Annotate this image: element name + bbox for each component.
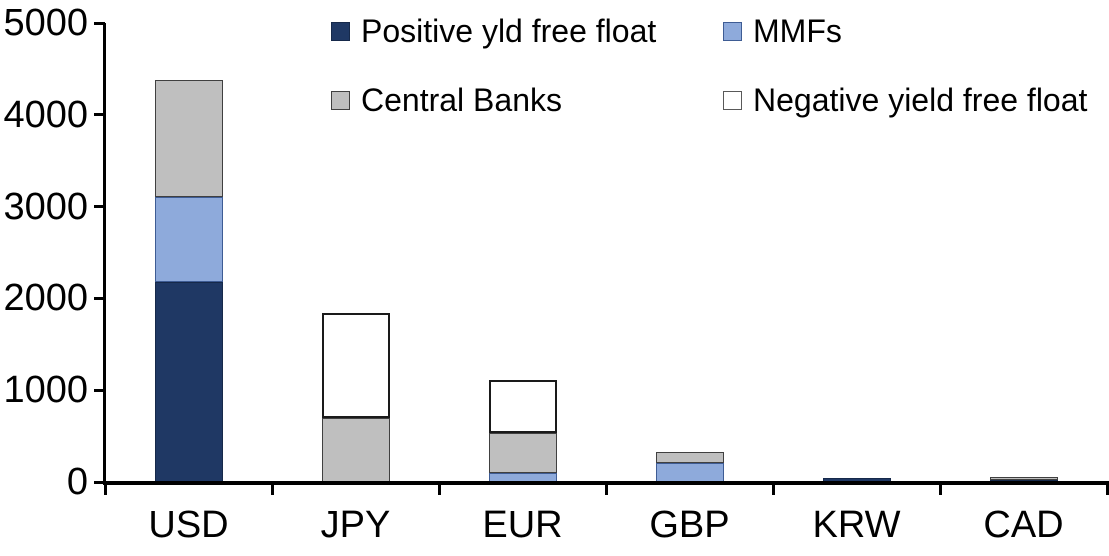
legend-label: MMFs [753, 13, 842, 49]
x-axis-category-label: CAD [983, 504, 1064, 546]
bar-segment-central-banks [154, 79, 223, 198]
legend-item-negative-yield-free-float: Negative yield free float [723, 82, 1088, 118]
legend-label: Positive yld free float [361, 13, 657, 49]
bar-segment-central-banks [488, 432, 557, 474]
legend-label: Central Banks [361, 82, 562, 118]
legend-swatch-mmfs-icon [723, 21, 742, 41]
bar-segment-central-banks [989, 476, 1058, 480]
y-axis-tick [94, 205, 105, 209]
y-axis-tick-label: 4000 [3, 93, 88, 136]
x-axis-category-label: KRW [812, 504, 901, 546]
y-axis-tick-label: 5000 [3, 2, 88, 44]
x-axis-tick [604, 484, 608, 495]
x-axis-tick [437, 484, 441, 495]
bar-segment-central-banks [655, 451, 724, 463]
bar-segment-negative-yield-free-float [321, 313, 390, 418]
x-axis-tick [771, 484, 775, 495]
legend-item-mmfs: MMFs [723, 13, 842, 49]
y-axis-tick-label: 2000 [3, 277, 88, 320]
bar-segment-mmfs [154, 197, 223, 282]
y-axis-tick-label: 1000 [3, 369, 88, 412]
x-axis-tick [938, 484, 942, 495]
bar-segment-negative-yield-free-float [488, 380, 557, 433]
x-axis-category-label: EUR [482, 504, 563, 546]
y-axis-tick [94, 480, 105, 484]
legend-swatch-central-banks-icon [331, 90, 350, 110]
y-axis-tick [94, 296, 105, 300]
legend-item-central-banks: Central Banks [331, 82, 562, 118]
legend-label: Negative yield free float [753, 82, 1088, 118]
x-axis-line [103, 481, 1109, 485]
y-axis-tick [94, 113, 105, 117]
bar-segment-positive-yld-free-float [154, 281, 223, 482]
bar-segment-central-banks [321, 417, 390, 482]
bar-segment-mmfs [655, 462, 724, 482]
y-axis-tick-label: 3000 [3, 185, 88, 228]
y-axis-tick-label: 0 [66, 461, 88, 503]
chart-legend: Positive yld free float MMFs Central Banks… [0, 0, 1109, 130]
x-axis-tick [103, 484, 107, 495]
legend-swatch-negative-yield-free-float-icon [723, 90, 742, 110]
x-axis-category-label: USD [148, 504, 229, 546]
y-axis-tick [94, 388, 105, 392]
x-axis-tick [270, 484, 274, 495]
legend-item-positive-yld-free-float: Positive yld free float [331, 13, 657, 49]
y-axis-tick [94, 21, 105, 25]
legend-swatch-positive-yld-free-float-icon [331, 21, 350, 41]
x-axis-category-label: GBP [649, 504, 730, 546]
y-axis-line [103, 23, 106, 485]
x-axis-tick [1105, 484, 1109, 495]
x-axis-category-label: JPY [320, 504, 391, 546]
